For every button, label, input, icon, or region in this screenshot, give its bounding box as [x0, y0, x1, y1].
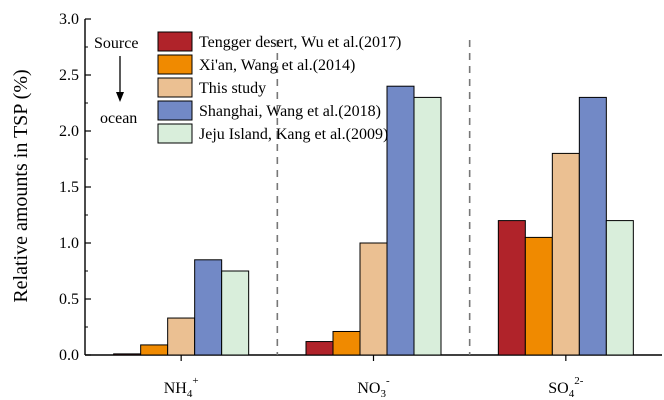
y-tick-label: 1.5 — [59, 179, 79, 196]
x-tick-label: SO42- — [548, 375, 583, 400]
legend-label: Tengger desert, Wu et al.(2017) — [199, 34, 401, 51]
legend-swatch — [157, 31, 193, 52]
bar — [194, 259, 223, 356]
bar — [386, 85, 415, 356]
bar — [605, 220, 634, 356]
bar — [113, 353, 142, 356]
bar — [332, 330, 361, 356]
ocean-label: ocean — [100, 110, 137, 127]
down-arrow-icon — [116, 92, 124, 102]
legend-label: Xi'an, Wang et al.(2014) — [199, 57, 355, 74]
legend-swatch — [157, 100, 193, 121]
source-ocean-annotation: Source ocean — [94, 35, 138, 127]
bar — [413, 96, 442, 356]
bar — [551, 152, 580, 356]
y-tick-label: 2.5 — [59, 67, 79, 84]
legend-label: Jeju Island, Kang et al.(2009) — [199, 126, 388, 143]
legend-swatch — [157, 77, 193, 98]
legend-swatch — [157, 54, 193, 75]
x-tick-label: NO3- — [357, 375, 390, 400]
x-tick-label: NH4+ — [164, 375, 199, 400]
y-tick-label: 3.0 — [59, 11, 79, 28]
bar — [497, 220, 526, 356]
bar — [221, 270, 250, 356]
bars — [113, 85, 634, 356]
bar — [305, 341, 334, 356]
bar — [167, 317, 196, 356]
y-tick-label: 2.0 — [59, 123, 79, 140]
y-tick-label: 0.0 — [59, 347, 79, 364]
y-tick-label: 1.0 — [59, 235, 79, 252]
legend-label: Shanghai, Wang et al.(2018) — [199, 103, 381, 120]
source-label: Source — [94, 35, 138, 52]
legend: Tengger desert, Wu et al.(2017) Xi'an, Wa… — [157, 31, 401, 144]
bar — [578, 96, 607, 356]
bar — [359, 242, 388, 356]
y-axis-title: Relative amounts in TSP (%) — [10, 69, 32, 302]
y-tick-label: 0.5 — [59, 291, 79, 308]
legend-label: This study — [199, 80, 266, 97]
legend-swatch — [157, 123, 193, 144]
bar — [140, 344, 169, 356]
bar — [524, 236, 553, 356]
